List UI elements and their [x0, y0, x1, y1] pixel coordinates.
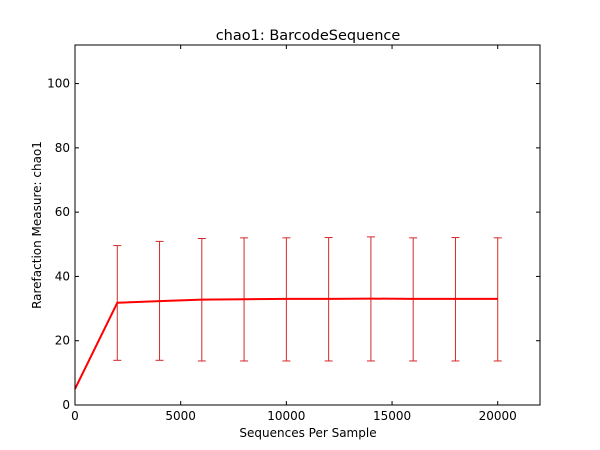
x-axis-label: Sequences Per Sample [239, 426, 376, 440]
plot-area [74, 236, 502, 390]
x-tick-label: 0 [71, 409, 79, 423]
x-tick-label: 10000 [267, 409, 305, 423]
x-tick-label: 5000 [165, 409, 196, 423]
y-axis-label: Rarefaction Measure: chao1 [30, 141, 44, 309]
x-tick-label: 20000 [479, 409, 517, 423]
y-tick-label: 80 [55, 141, 70, 155]
y-tick-label: 20 [55, 334, 70, 348]
y-tick-label: 40 [55, 269, 70, 283]
chart-title: chao1: BarcodeSequence [216, 28, 401, 44]
axis-ticks: 0 5000 10000 15000 20000 0 20 40 60 80 100 [47, 45, 540, 423]
y-tick-label: 100 [47, 77, 70, 91]
series-line [74, 297, 498, 390]
y-tick-label: 60 [55, 205, 70, 219]
y-tick-label: 0 [62, 398, 70, 412]
plot-frame [74, 44, 541, 406]
x-tick-label: 15000 [373, 409, 411, 423]
